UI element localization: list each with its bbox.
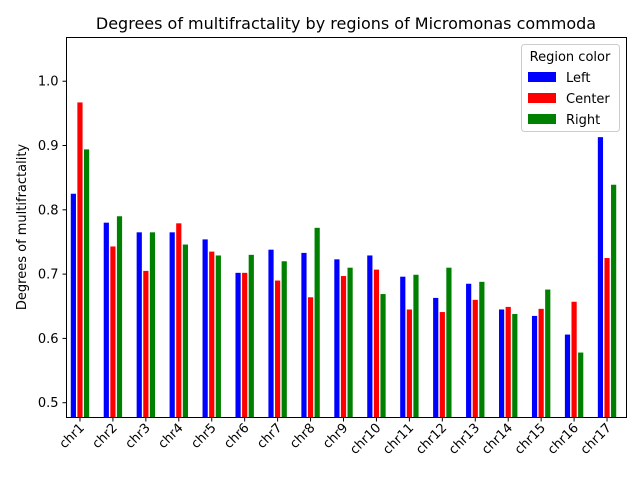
y-tick-label: 0.6 (38, 332, 59, 347)
bar-chr9-right (347, 267, 353, 418)
bar-chr15-left (531, 315, 538, 418)
bar-chr6-left (235, 272, 241, 418)
bars-group (70, 102, 617, 418)
bar-chr3-center (143, 270, 149, 418)
bar-chr5-right (215, 255, 221, 418)
x-tick-label: chr5 (188, 421, 219, 452)
x-tick-label: chr7 (254, 421, 285, 452)
y-tick-label: 0.9 (38, 139, 59, 154)
x-tick-label: chr2 (90, 421, 121, 452)
y-tick-label: 0.5 (38, 396, 59, 411)
chart-title: Degrees of multifractality by regions of… (96, 14, 596, 33)
bar-chr13-center (472, 299, 478, 418)
plot-frame (66, 37, 627, 418)
bar-chr14-left (499, 309, 505, 418)
bar-chr8-center (307, 297, 314, 418)
bar-chr3-left (136, 232, 142, 418)
bar-chr11-left (400, 276, 406, 418)
bar-chr14-right (512, 313, 518, 418)
bar-chr5-left (202, 239, 208, 418)
bar-chr16-center (571, 301, 577, 418)
x-tick-label: chr14 (479, 421, 516, 458)
y-tick-label: 1.0 (38, 75, 59, 90)
bar-chr8-right (314, 227, 320, 418)
bar-chr11-right (413, 274, 419, 418)
x-tick-label: chr17 (578, 421, 615, 458)
bar-chr2-left (103, 222, 109, 418)
y-axis-ticks: 0.5 0.6 0.7 0.8 0.9 1.0 (38, 75, 67, 411)
bar-chr10-center (373, 269, 380, 418)
x-tick-label: chr16 (545, 421, 582, 458)
bar-chr6-right (248, 254, 254, 418)
bar-chr15-right (545, 289, 551, 418)
legend: Region color Left Center Right (521, 44, 620, 132)
bar-chr1-center (77, 102, 83, 418)
legend-label-center: Center (566, 92, 610, 107)
bar-chr1-left (70, 193, 76, 418)
legend-label-left: Left (566, 71, 590, 86)
bar-chr17-left (597, 137, 604, 418)
bar-chr13-right (479, 281, 485, 418)
x-tick-label: chr3 (123, 421, 154, 452)
bar-chr8-left (301, 252, 307, 418)
x-tick-label: chr6 (221, 421, 252, 452)
x-tick-label: chr15 (512, 421, 549, 458)
bar-chr7-center (275, 280, 281, 418)
x-tick-label: chr1 (57, 421, 88, 452)
bar-chr9-left (334, 259, 340, 418)
bar-chr4-left (169, 232, 175, 418)
bar-chr4-center (176, 223, 182, 418)
x-tick-label: chr13 (446, 421, 483, 458)
bar-chr3-right (149, 232, 156, 418)
bar-chr16-right (578, 352, 584, 418)
legend-swatch-center (528, 93, 556, 103)
x-axis-ticks: chr1 chr2 chr3 chr4 chr5 chr6 chr7 chr8 chr9chr1… (57, 417, 615, 458)
legend-label-right: Right (566, 113, 600, 128)
x-tick-label: chr11 (380, 421, 417, 458)
bar-chr7-right (281, 261, 287, 418)
bar-chr17-right (611, 184, 617, 418)
bar-chr4-right (182, 244, 188, 418)
bar-chr5-center (209, 251, 215, 418)
x-tick-label: chr8 (287, 421, 318, 452)
legend-frame (521, 44, 620, 132)
bar-chr14-center (505, 306, 511, 418)
bar-chr2-right (116, 216, 123, 418)
bar-chr17-center (604, 258, 610, 418)
y-axis-label: Degrees of multifractality (15, 144, 30, 311)
y-tick-label: 0.7 (38, 268, 59, 283)
legend-swatch-left (528, 72, 556, 82)
y-tick-label: 0.8 (38, 203, 59, 218)
legend-title: Region color (530, 50, 611, 65)
x-tick-label: chr10 (347, 421, 384, 458)
bar-chr10-left (367, 255, 373, 418)
bar-chr16-left (564, 334, 571, 418)
x-tick-label: chr4 (155, 421, 186, 452)
bar-chr12-left (433, 297, 439, 418)
bar-chr12-right (446, 267, 452, 418)
bar-chr1-right (83, 149, 90, 418)
bar-chr10-right (380, 294, 386, 418)
x-tick-label: chr12 (413, 421, 450, 458)
bar-chr9-center (340, 276, 347, 418)
bar-chr13-left (466, 283, 472, 418)
legend-swatch-right (528, 114, 556, 124)
bar-chr7-left (268, 249, 274, 418)
bar-chr15-center (538, 308, 544, 418)
bar-chr2-center (110, 246, 116, 418)
bar-chr11-center (406, 309, 412, 418)
bar-chr12-center (439, 312, 445, 418)
bar-chr6-center (242, 272, 248, 418)
